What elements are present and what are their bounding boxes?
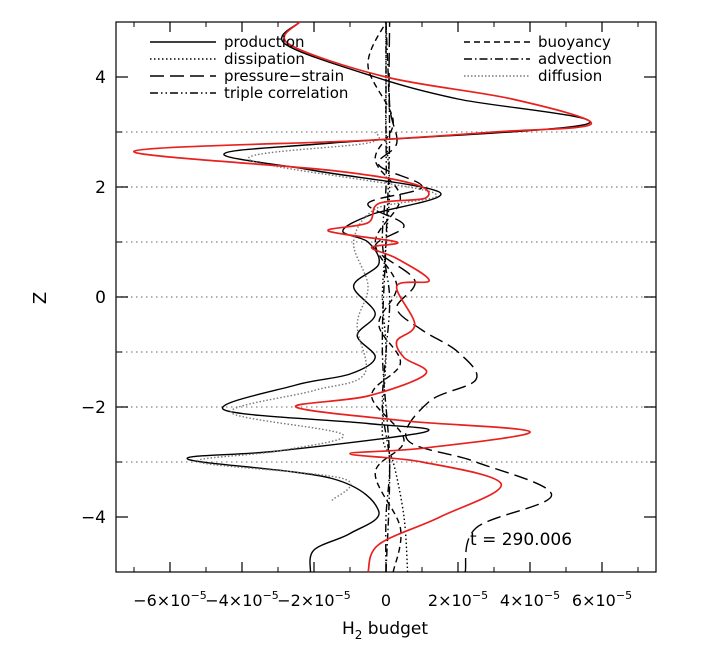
y-axis-label: Z (30, 292, 51, 304)
legend-label: production (224, 33, 305, 51)
series-advection (381, 21, 391, 573)
y-tick-label: −4 (81, 508, 106, 528)
x-tick-label: −6×10−5 (133, 589, 207, 610)
time-annotation: t = 290.006 (470, 530, 572, 550)
series-diffusion (196, 131, 438, 502)
y-tick-label: 0 (95, 288, 106, 308)
legend-label: advection (538, 50, 612, 68)
y-tick-label: 4 (95, 68, 106, 88)
x-tick-label: 2×10−5 (428, 589, 488, 610)
x-tick-label: 0 (381, 591, 391, 610)
y-tick-label: 2 (95, 178, 106, 198)
legend-label: buoyancy (538, 33, 611, 51)
y-tick-label: −2 (81, 398, 106, 418)
legend-label: pressure−strain (224, 67, 344, 85)
x-tick-label: 6×10−5 (572, 589, 632, 610)
x-tick-label: 4×10−5 (500, 589, 560, 610)
series-pressure-strain (367, 21, 553, 573)
legend-label: diffusion (538, 67, 602, 85)
series-net (133, 21, 593, 573)
series-triple-correlation (381, 22, 391, 573)
series-buoyancy (367, 21, 405, 573)
legend-label: triple correlation (224, 84, 348, 102)
x-tick-label: −4×10−5 (205, 589, 279, 610)
legend-label: dissipation (224, 50, 305, 68)
x-axis-label: H2 budget (342, 619, 428, 642)
x-tick-label: −2×10−5 (277, 589, 351, 610)
